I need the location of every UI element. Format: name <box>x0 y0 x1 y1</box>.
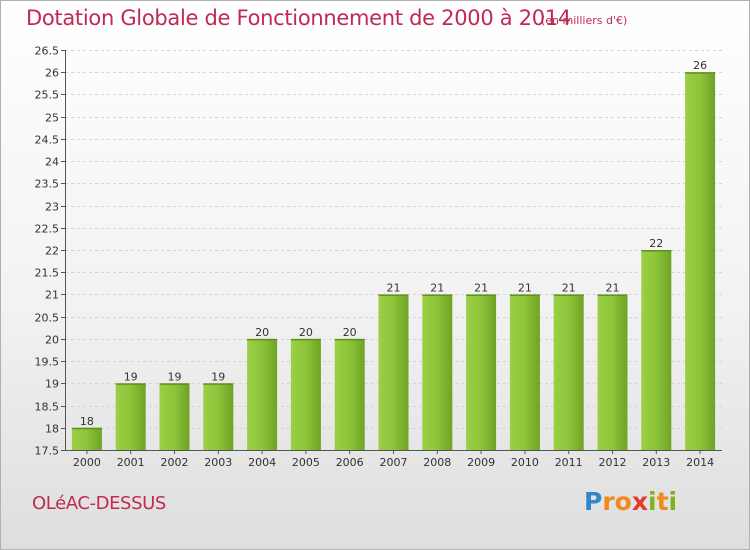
data-labels: 18 19 19 19 20 20 20 21 21 21 21 21 21 22 26 <box>80 59 707 428</box>
x-tick-label: 2006 <box>336 456 364 469</box>
data-label: 26 <box>693 59 707 72</box>
x-tick-label: 2010 <box>511 456 539 469</box>
x-tick-label: 2012 <box>599 456 627 469</box>
x-tick-label: 2007 <box>380 456 408 469</box>
bar <box>378 294 409 450</box>
bar-top-edge <box>159 383 190 385</box>
y-tick-label: 25.5 <box>35 89 60 102</box>
logo-letter: i <box>648 487 657 516</box>
data-label: 22 <box>649 237 663 250</box>
bar <box>553 294 584 450</box>
bar-top-edge <box>115 383 146 385</box>
y-tick-label: 23.5 <box>35 178 60 191</box>
logo-letter: P <box>584 487 603 516</box>
bar <box>509 294 540 450</box>
bars <box>71 72 716 450</box>
bar-top-edge <box>641 250 672 252</box>
bar <box>685 72 716 450</box>
logo-letter: i <box>668 487 678 516</box>
data-label: 20 <box>343 326 357 339</box>
x-tick-label: 2011 <box>555 456 583 469</box>
x-tick-label: 2002 <box>161 456 189 469</box>
bar <box>466 294 497 450</box>
axes: 17.5 18 18.5 19 19.5 20 20.5 21 21.5 22 22.5 23 23.5… <box>35 45 722 469</box>
bar <box>203 383 234 450</box>
bar <box>115 383 146 450</box>
y-tick-label: 26 <box>45 67 59 80</box>
y-tick-label: 21.5 <box>35 267 60 280</box>
data-label: 21 <box>518 281 532 294</box>
logo-letter: o <box>614 487 632 516</box>
y-tick-label: 21 <box>45 289 59 302</box>
x-tick-label: 2013 <box>642 456 670 469</box>
y-tick-label: 18.5 <box>35 401 60 414</box>
data-label: 21 <box>562 281 576 294</box>
bar <box>334 338 365 450</box>
commune-name: OLéAC-DESSUS <box>32 493 166 514</box>
bar <box>290 338 321 450</box>
y-tick-label: 20.5 <box>35 312 60 325</box>
bar-top-edge <box>247 338 278 341</box>
bar-top-edge <box>203 383 234 385</box>
x-tick-label: 2001 <box>117 456 145 469</box>
data-label: 21 <box>430 281 444 294</box>
bar <box>422 294 453 450</box>
data-label: 19 <box>124 370 138 383</box>
chart-title: Dotation Globale de Fonctionnement de 20… <box>26 6 571 30</box>
bar-top-edge <box>553 294 584 296</box>
bar-top-edge <box>685 72 716 74</box>
data-label: 21 <box>474 281 488 294</box>
bar-top-edge <box>334 338 365 341</box>
data-label: 21 <box>606 281 620 294</box>
proxiti-logo[interactable]: Proxiti <box>584 487 677 516</box>
bar <box>641 250 672 450</box>
y-tick-label: 19.5 <box>35 356 60 369</box>
y-tick-label: 17.5 <box>35 445 60 458</box>
bar <box>159 383 190 450</box>
data-label: 20 <box>299 326 313 339</box>
data-label: 21 <box>387 281 401 294</box>
logo-letter: r <box>602 487 615 516</box>
x-tick-label: 2009 <box>467 456 495 469</box>
logo-letter: t <box>656 487 669 516</box>
y-tick-label: 25 <box>45 112 59 125</box>
x-tick-label: 2000 <box>73 456 101 469</box>
bar-top-edge <box>378 294 409 296</box>
y-tick-label: 20 <box>45 334 59 347</box>
bar <box>247 338 278 450</box>
y-tick-label: 19 <box>45 378 59 391</box>
bar-top-edge <box>597 294 628 296</box>
x-tick-label: 2008 <box>423 456 451 469</box>
data-label: 18 <box>80 415 94 428</box>
x-tick-label: 2014 <box>686 456 714 469</box>
data-label: 19 <box>168 370 182 383</box>
x-tick-label: 2003 <box>204 456 232 469</box>
bar <box>597 294 628 450</box>
data-label: 19 <box>211 370 225 383</box>
x-tick-label: 2005 <box>292 456 320 469</box>
bar-top-edge <box>71 427 102 430</box>
y-tick-label: 22.5 <box>35 223 60 236</box>
bar-top-edge <box>466 294 497 296</box>
x-tick-label: 2004 <box>248 456 276 469</box>
bar-top-edge <box>509 294 540 296</box>
y-tick-label: 18 <box>45 423 59 436</box>
chart-subtitle: (en milliers d'€) <box>541 14 628 27</box>
y-tick-label: 22 <box>45 245 59 258</box>
data-label: 20 <box>255 326 269 339</box>
y-tick-label: 23 <box>45 201 59 214</box>
logo-letter: x <box>631 487 648 516</box>
y-tick-label: 24.5 <box>35 134 60 147</box>
y-tick-label: 24 <box>45 156 59 169</box>
bar-top-edge <box>290 338 321 341</box>
bar <box>71 427 102 450</box>
bar-top-edge <box>422 294 453 296</box>
y-tick-label: 26.5 <box>35 45 60 58</box>
